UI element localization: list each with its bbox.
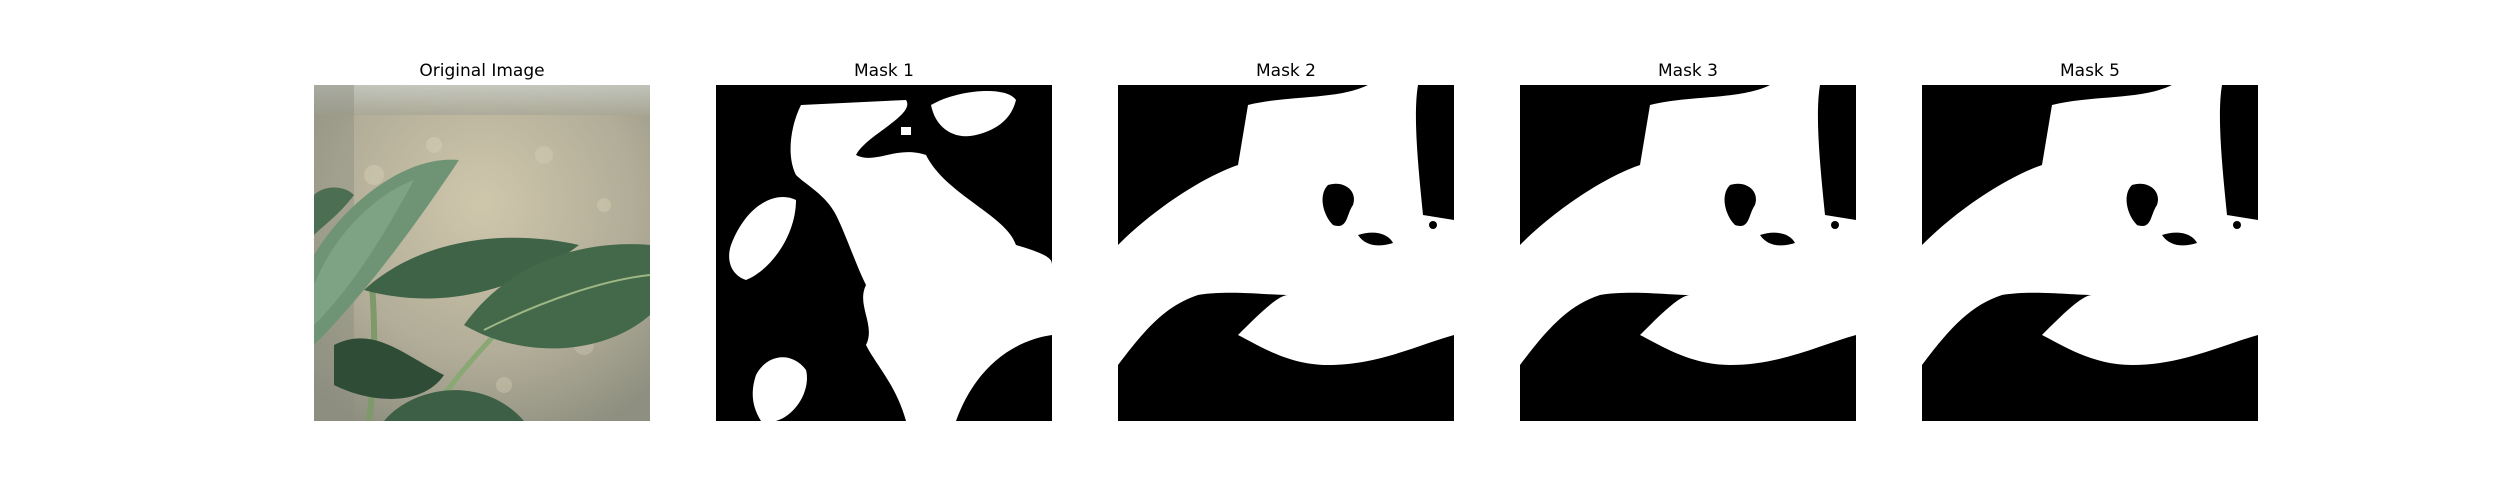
panel-title: Mask 3 — [1657, 61, 1718, 81]
mask-5-image — [1922, 85, 2258, 421]
mask-2-image — [1118, 85, 1454, 421]
panel-title: Mask 2 — [1255, 61, 1316, 81]
mask-3-image — [1520, 85, 1856, 421]
panel-mask-2: Mask 2 — [1118, 58, 1454, 421]
panel-title: Mask 1 — [853, 61, 914, 81]
panel-title: Original Image — [419, 61, 545, 81]
mask-1-image — [716, 85, 1052, 421]
panel-mask-1: Mask 1 — [716, 58, 1052, 421]
original-image — [314, 85, 650, 421]
panel-mask-5: Mask 5 — [1922, 58, 2258, 421]
panel-title: Mask 5 — [2059, 61, 2120, 81]
panel-mask-3: Mask 3 — [1520, 58, 1856, 421]
panel-original-image: Original Image — [314, 58, 650, 421]
